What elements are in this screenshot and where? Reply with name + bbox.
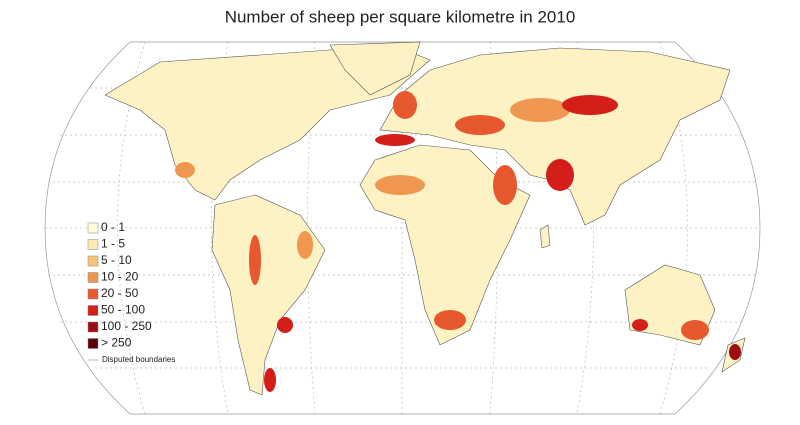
- legend-swatch: [87, 272, 99, 283]
- legend: 0 - 1 1 - 5 5 - 10 10 - 20 20 - 50 50 - 100 10…: [87, 220, 175, 364]
- legend-label: 50 - 100: [101, 303, 145, 317]
- map-title: Number of sheep per square kilometre in …: [225, 7, 576, 26]
- legend-swatch: [87, 222, 99, 234]
- legend-label: 1 - 5: [101, 237, 125, 251]
- legend-disputed-label: Disputed boundaries: [102, 355, 175, 364]
- legend-label: 20 - 50: [101, 286, 139, 300]
- legend-swatch: [87, 338, 99, 349]
- land: [104, 41, 746, 396]
- density-hotspots: [175, 91, 741, 392]
- legend-label: > 250: [101, 336, 132, 350]
- legend-swatch: [87, 305, 99, 316]
- legend-swatch: [87, 321, 99, 333]
- legend-swatch: [87, 288, 99, 300]
- legend-label: 5 - 10: [101, 253, 132, 267]
- legend-label: 100 - 250: [101, 319, 152, 333]
- legend-swatch: [87, 255, 99, 267]
- legend-label: 0 - 1: [101, 220, 125, 234]
- legend-swatch: [87, 239, 99, 250]
- legend-label: 10 - 20: [101, 270, 139, 284]
